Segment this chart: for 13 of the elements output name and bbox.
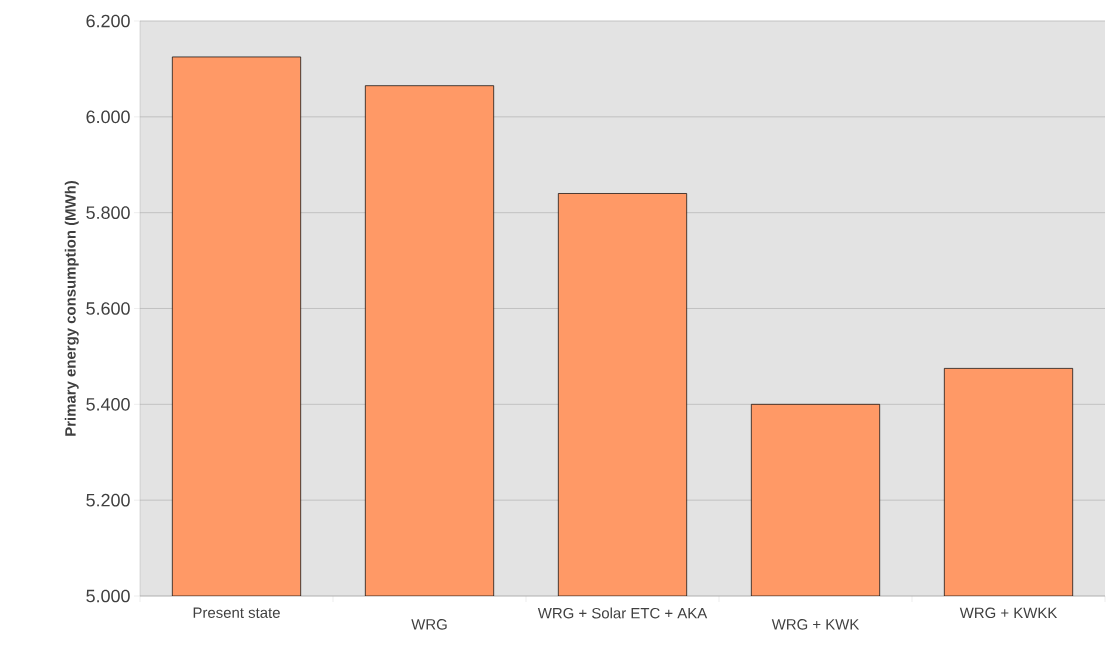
x-tick-label: WRG + KWKK <box>959 607 1058 619</box>
y-tick-label: 6.200 <box>86 14 130 28</box>
y-tick-label: 6.000 <box>86 110 130 124</box>
x-tick-label: Present state <box>193 607 280 618</box>
x-tick-label: WRG + KWK <box>771 619 860 630</box>
y-tick-label: 5.800 <box>86 206 130 220</box>
y-axis-title: Primary energy consumption (MWh) <box>64 180 79 436</box>
y-tick-label: 5.200 <box>86 493 130 507</box>
x-tick-label: WRG + Solar ETC + AKA <box>537 607 708 619</box>
y-tick-label: 5.400 <box>86 397 130 411</box>
x-tick-label: WRG <box>411 619 447 630</box>
y-tick-label: 5.600 <box>86 302 130 315</box>
y-tick-label: 5.000 <box>86 589 130 603</box>
